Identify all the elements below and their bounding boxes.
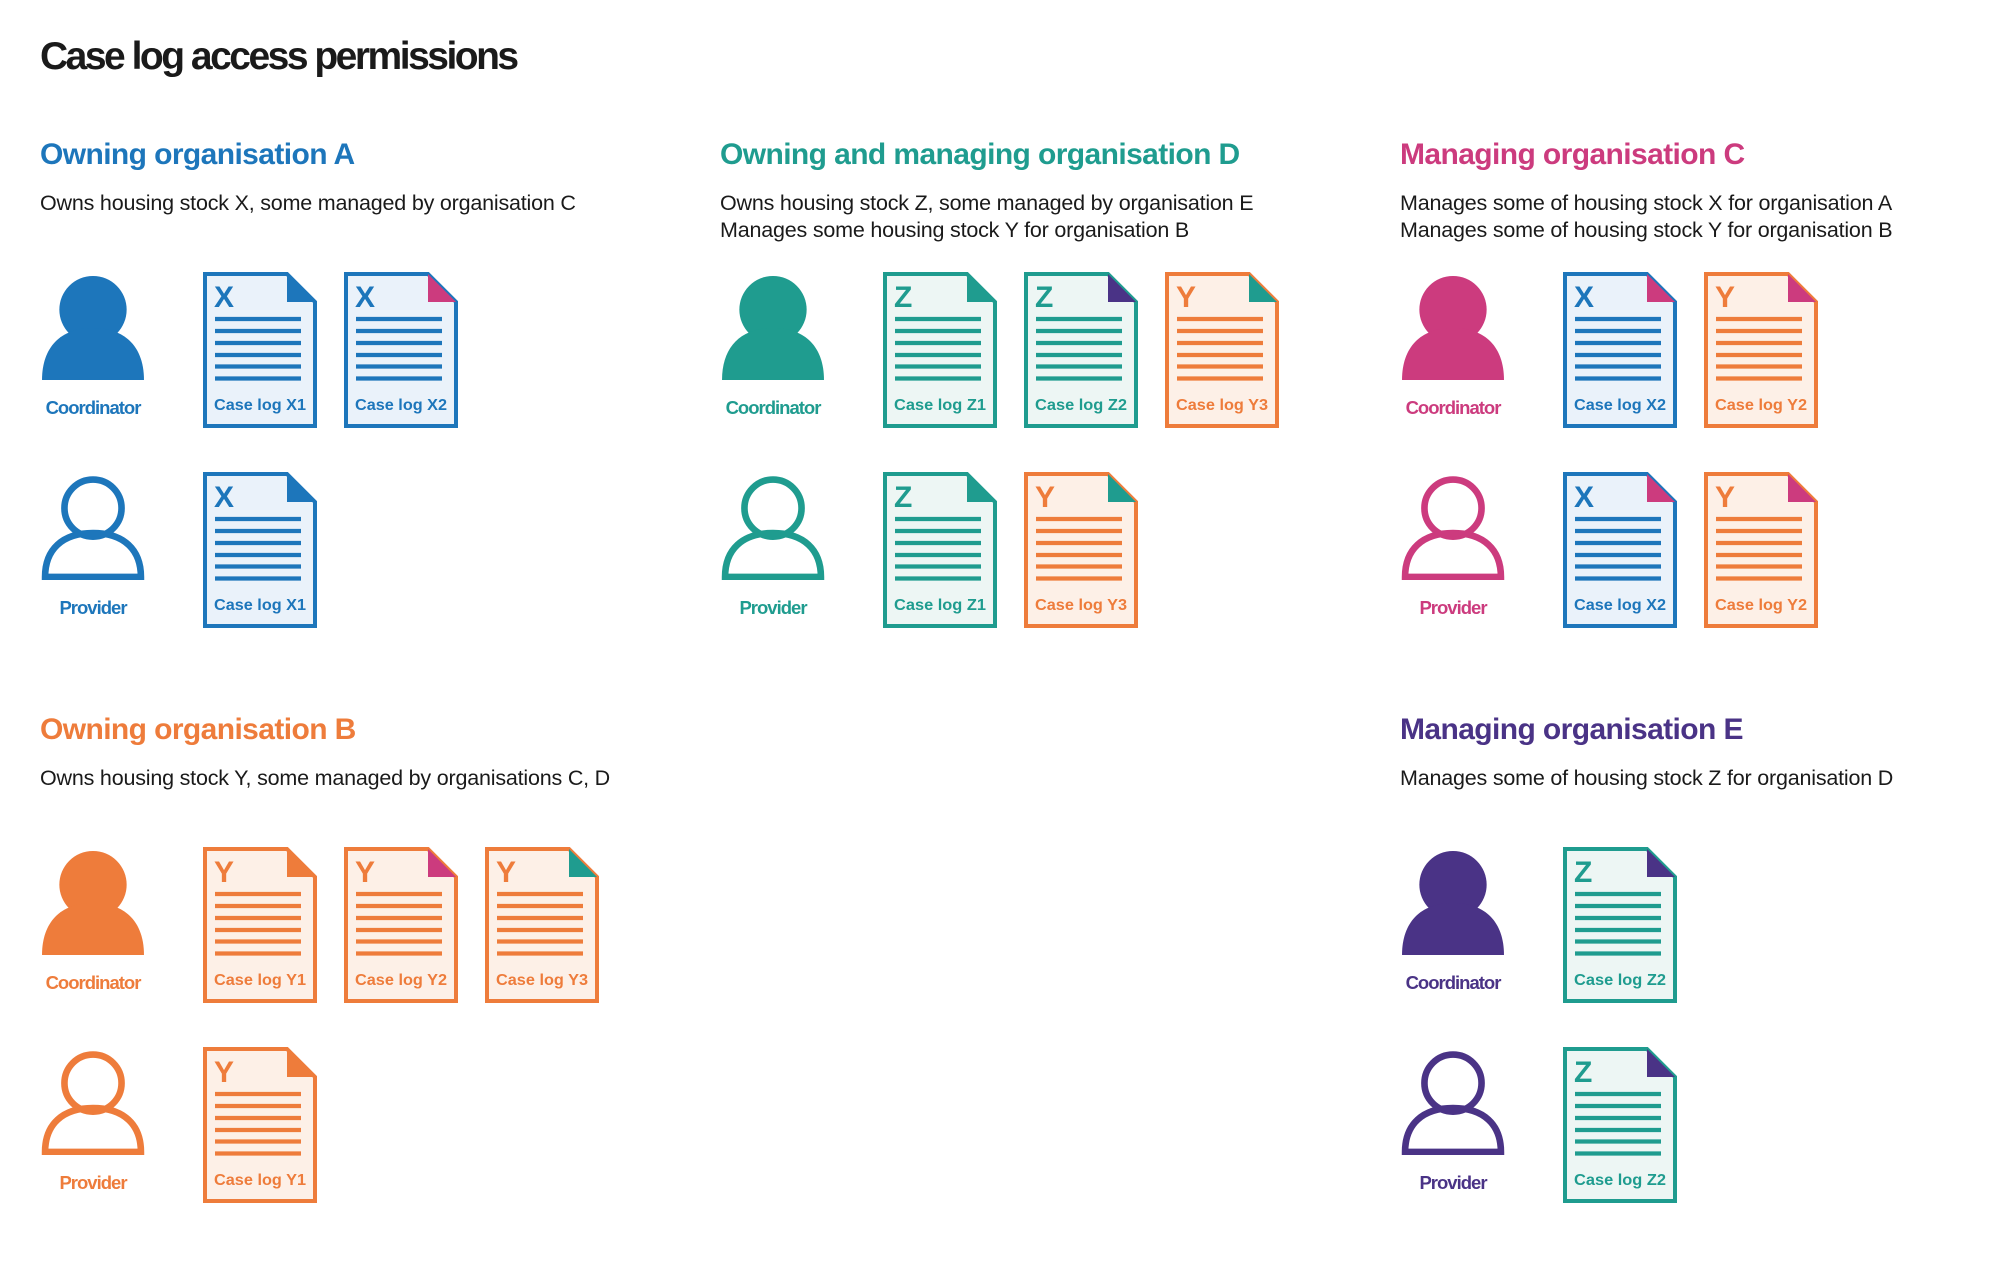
svg-text:Case log Z2: Case log Z2: [1574, 1172, 1666, 1189]
svg-text:Z: Z: [1035, 281, 1053, 314]
svg-text:Case log Y1: Case log Y1: [214, 1172, 306, 1189]
svg-text:X: X: [1574, 281, 1594, 314]
svg-text:Y: Y: [1715, 481, 1735, 514]
svg-text:Z: Z: [1574, 1056, 1592, 1089]
svg-text:Y: Y: [214, 856, 234, 889]
svg-text:X: X: [214, 281, 234, 314]
svg-text:Case log X2: Case log X2: [355, 397, 447, 414]
svg-text:Y: Y: [355, 856, 375, 889]
svg-text:Y: Y: [1715, 281, 1735, 314]
svg-text:Case log Z1: Case log Z1: [894, 597, 986, 614]
svg-text:X: X: [1574, 481, 1594, 514]
svg-text:Y: Y: [1035, 481, 1055, 514]
svg-text:Case log X2: Case log X2: [1574, 597, 1666, 614]
svg-text:Case log Y3: Case log Y3: [496, 972, 588, 989]
svg-text:Z: Z: [1574, 856, 1592, 889]
svg-text:Z: Z: [894, 481, 912, 514]
svg-text:Y: Y: [214, 1056, 234, 1089]
svg-text:Z: Z: [894, 281, 912, 314]
svg-text:Case log X2: Case log X2: [1574, 397, 1666, 414]
svg-text:Y: Y: [1176, 281, 1196, 314]
svg-text:Case log Y2: Case log Y2: [1715, 397, 1807, 414]
svg-text:Case log Y3: Case log Y3: [1176, 397, 1268, 414]
svg-text:Case log Z1: Case log Z1: [894, 397, 986, 414]
svg-text:Case log Y2: Case log Y2: [1715, 597, 1807, 614]
svg-text:Case log Y3: Case log Y3: [1035, 597, 1127, 614]
svg-text:Case log Y2: Case log Y2: [355, 972, 447, 989]
svg-text:Case log X1: Case log X1: [214, 597, 306, 614]
svg-text:Case log X1: Case log X1: [214, 397, 306, 414]
svg-text:X: X: [355, 281, 375, 314]
svg-text:Y: Y: [496, 856, 516, 889]
svg-text:Case log Y1: Case log Y1: [214, 972, 306, 989]
svg-text:Case log Z2: Case log Z2: [1035, 397, 1127, 414]
svg-text:X: X: [214, 481, 234, 514]
svg-text:Case log Z2: Case log Z2: [1574, 972, 1666, 989]
